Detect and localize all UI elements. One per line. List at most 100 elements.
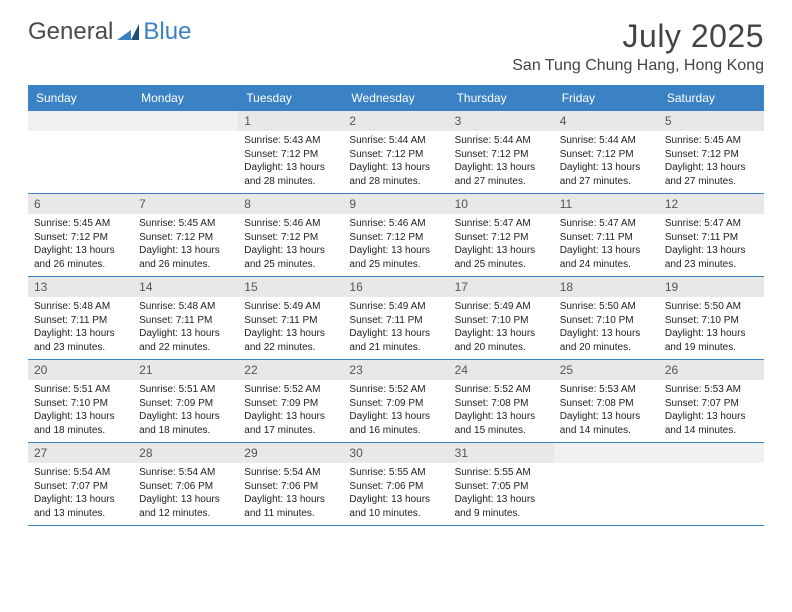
daylight-line: Daylight: 13 hours and 18 minutes. [34,410,127,437]
day-cell: 26Sunrise: 5:53 AMSunset: 7:07 PMDayligh… [659,360,764,442]
day-details: Sunrise: 5:52 AMSunset: 7:09 PMDaylight:… [343,380,448,441]
sunset-line: Sunset: 7:05 PM [455,480,548,494]
day-details: Sunrise: 5:47 AMSunset: 7:12 PMDaylight:… [449,214,554,275]
day-details: Sunrise: 5:49 AMSunset: 7:11 PMDaylight:… [238,297,343,358]
sunset-line: Sunset: 7:09 PM [244,397,337,411]
logo-mark-icon [117,24,139,40]
month-title: July 2025 [512,18,764,55]
daylight-line: Daylight: 13 hours and 14 minutes. [560,410,653,437]
sunrise-line: Sunrise: 5:47 AM [560,217,653,231]
sunrise-line: Sunrise: 5:50 AM [560,300,653,314]
date-number: 19 [659,277,764,297]
daylight-line: Daylight: 13 hours and 19 minutes. [665,327,758,354]
date-number: 30 [343,443,448,463]
day-details: Sunrise: 5:52 AMSunset: 7:08 PMDaylight:… [449,380,554,441]
daylight-line: Daylight: 13 hours and 16 minutes. [349,410,442,437]
daylight-line: Daylight: 13 hours and 25 minutes. [349,244,442,271]
day-details: Sunrise: 5:48 AMSunset: 7:11 PMDaylight:… [28,297,133,358]
location: San Tung Chung Hang, Hong Kong [512,57,764,75]
daylight-line: Daylight: 13 hours and 20 minutes. [560,327,653,354]
sunrise-line: Sunrise: 5:51 AM [139,383,232,397]
sunrise-line: Sunrise: 5:49 AM [244,300,337,314]
daylight-line: Daylight: 13 hours and 20 minutes. [455,327,548,354]
sunset-line: Sunset: 7:06 PM [244,480,337,494]
date-number: 18 [554,277,659,297]
title-block: July 2025 San Tung Chung Hang, Hong Kong [512,18,764,75]
daylight-line: Daylight: 13 hours and 24 minutes. [560,244,653,271]
daylight-line: Daylight: 13 hours and 21 minutes. [349,327,442,354]
date-number: 29 [238,443,343,463]
day-cell: 21Sunrise: 5:51 AMSunset: 7:09 PMDayligh… [133,360,238,442]
date-number: 1 [238,111,343,131]
week-row: 20Sunrise: 5:51 AMSunset: 7:10 PMDayligh… [28,360,764,443]
sunset-line: Sunset: 7:12 PM [455,231,548,245]
day-cell: 4Sunrise: 5:44 AMSunset: 7:12 PMDaylight… [554,111,659,193]
day-details: Sunrise: 5:45 AMSunset: 7:12 PMDaylight:… [133,214,238,275]
day-details: Sunrise: 5:49 AMSunset: 7:10 PMDaylight:… [449,297,554,358]
day-cell: 12Sunrise: 5:47 AMSunset: 7:11 PMDayligh… [659,194,764,276]
daylight-line: Daylight: 13 hours and 23 minutes. [665,244,758,271]
date-number [28,111,133,131]
daylight-line: Daylight: 13 hours and 11 minutes. [244,493,337,520]
daylight-line: Daylight: 13 hours and 22 minutes. [244,327,337,354]
sunset-line: Sunset: 7:08 PM [560,397,653,411]
sunset-line: Sunset: 7:10 PM [560,314,653,328]
day-cell: 10Sunrise: 5:47 AMSunset: 7:12 PMDayligh… [449,194,554,276]
sunset-line: Sunset: 7:11 PM [139,314,232,328]
sunrise-line: Sunrise: 5:55 AM [349,466,442,480]
daylight-line: Daylight: 13 hours and 27 minutes. [665,161,758,188]
day-cell: 13Sunrise: 5:48 AMSunset: 7:11 PMDayligh… [28,277,133,359]
sunrise-line: Sunrise: 5:45 AM [665,134,758,148]
daylight-line: Daylight: 13 hours and 9 minutes. [455,493,548,520]
logo-text-2: Blue [143,18,191,46]
day-cell: 24Sunrise: 5:52 AMSunset: 7:08 PMDayligh… [449,360,554,442]
sunset-line: Sunset: 7:10 PM [665,314,758,328]
day-cell: 3Sunrise: 5:44 AMSunset: 7:12 PMDaylight… [449,111,554,193]
date-number: 7 [133,194,238,214]
day-cell: 8Sunrise: 5:46 AMSunset: 7:12 PMDaylight… [238,194,343,276]
daylight-line: Daylight: 13 hours and 26 minutes. [34,244,127,271]
date-number: 23 [343,360,448,380]
sunrise-line: Sunrise: 5:50 AM [665,300,758,314]
day-header-cell: Wednesday [343,85,448,111]
day-details: Sunrise: 5:46 AMSunset: 7:12 PMDaylight:… [238,214,343,275]
day-header-cell: Saturday [659,85,764,111]
daylight-line: Daylight: 13 hours and 17 minutes. [244,410,337,437]
sunset-line: Sunset: 7:12 PM [244,231,337,245]
daylight-line: Daylight: 13 hours and 28 minutes. [349,161,442,188]
day-details: Sunrise: 5:50 AMSunset: 7:10 PMDaylight:… [659,297,764,358]
day-cell: 17Sunrise: 5:49 AMSunset: 7:10 PMDayligh… [449,277,554,359]
sunset-line: Sunset: 7:11 PM [244,314,337,328]
daylight-line: Daylight: 13 hours and 15 minutes. [455,410,548,437]
date-number: 31 [449,443,554,463]
day-cell: 18 Sunrise: 5:50 AMSunset: 7:10 PMDayligh… [554,277,659,359]
logo: General Blue [28,18,191,46]
day-details: Sunrise: 5:43 AMSunset: 7:12 PMDaylight:… [238,131,343,192]
date-number: 11 [554,194,659,214]
sunset-line: Sunset: 7:12 PM [349,148,442,162]
day-cell: 15Sunrise: 5:49 AMSunset: 7:11 PMDayligh… [238,277,343,359]
date-number: 6 [28,194,133,214]
empty-cell [133,111,238,193]
day-cell: 11 Sunrise: 5:47 AMSunset: 7:11 PMDayligh… [554,194,659,276]
date-number: 24 [449,360,554,380]
day-details: Sunrise: 5:45 AMSunset: 7:12 PMDaylight:… [659,131,764,192]
day-header-cell: Monday [133,85,238,111]
sunrise-line: Sunrise: 5:53 AM [665,383,758,397]
sunset-line: Sunset: 7:06 PM [139,480,232,494]
sunrise-line: Sunrise: 5:54 AM [139,466,232,480]
date-number: 25 [554,360,659,380]
day-details: Sunrise: 5:52 AMSunset: 7:09 PMDaylight:… [238,380,343,441]
day-cell: 1Sunrise: 5:43 AMSunset: 7:12 PMDaylight… [238,111,343,193]
day-cell: 22Sunrise: 5:52 AMSunset: 7:09 PMDayligh… [238,360,343,442]
date-number [554,443,659,463]
day-details: Sunrise: 5:47 AMSunset: 7:11 PMDaylight:… [659,214,764,275]
sunset-line: Sunset: 7:08 PM [455,397,548,411]
date-number: 27 [28,443,133,463]
sunset-line: Sunset: 7:11 PM [560,231,653,245]
daylight-line: Daylight: 13 hours and 27 minutes. [455,161,548,188]
sunrise-line: Sunrise: 5:44 AM [349,134,442,148]
daylight-line: Daylight: 13 hours and 12 minutes. [139,493,232,520]
day-cell: 2Sunrise: 5:44 AMSunset: 7:12 PMDaylight… [343,111,448,193]
week-row: 6Sunrise: 5:45 AMSunset: 7:12 PMDaylight… [28,194,764,277]
